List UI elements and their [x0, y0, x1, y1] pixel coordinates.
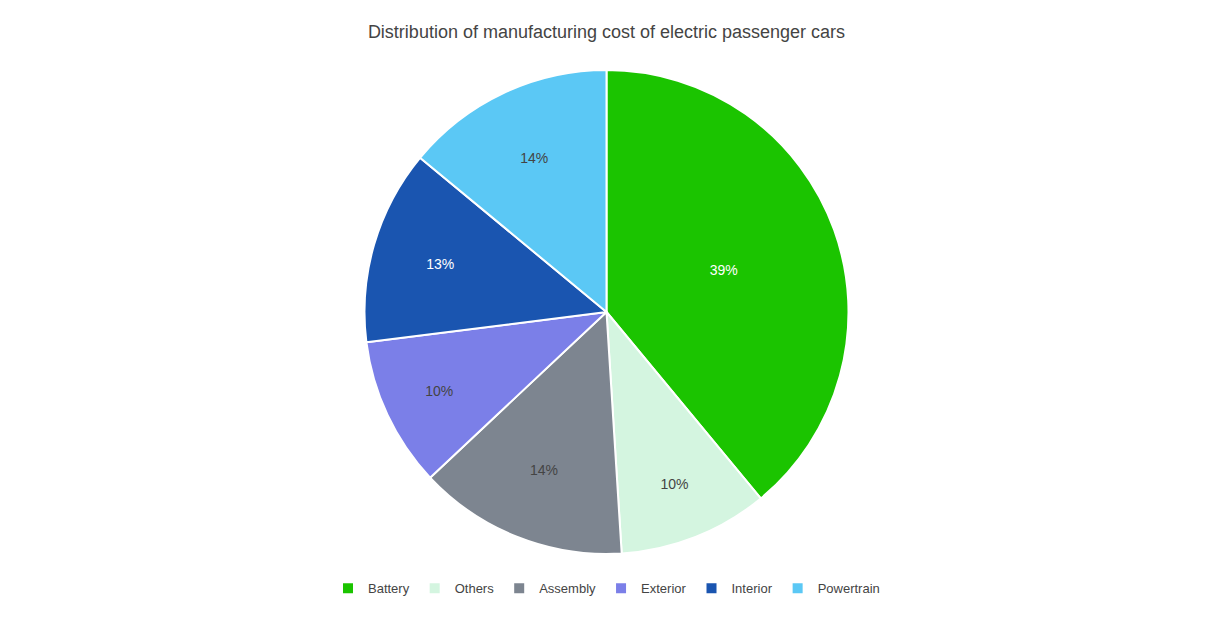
- svg-text:13%: 13%: [426, 256, 454, 272]
- svg-text:Exterior: Exterior: [641, 581, 686, 596]
- svg-text:Battery: Battery: [368, 581, 410, 596]
- svg-text:Others: Others: [455, 581, 495, 596]
- svg-text:10%: 10%: [661, 476, 689, 492]
- svg-text:Powertrain: Powertrain: [818, 581, 880, 596]
- svg-text:Assembly: Assembly: [539, 581, 596, 596]
- svg-text:Interior: Interior: [732, 581, 773, 596]
- svg-text:14%: 14%: [520, 150, 548, 166]
- svg-text:10%: 10%: [425, 383, 453, 399]
- svg-text:39%: 39%: [710, 262, 738, 278]
- svg-text:Distribution of manufacturing: Distribution of manufacturing cost of el…: [368, 22, 845, 42]
- svg-text:14%: 14%: [530, 462, 558, 478]
